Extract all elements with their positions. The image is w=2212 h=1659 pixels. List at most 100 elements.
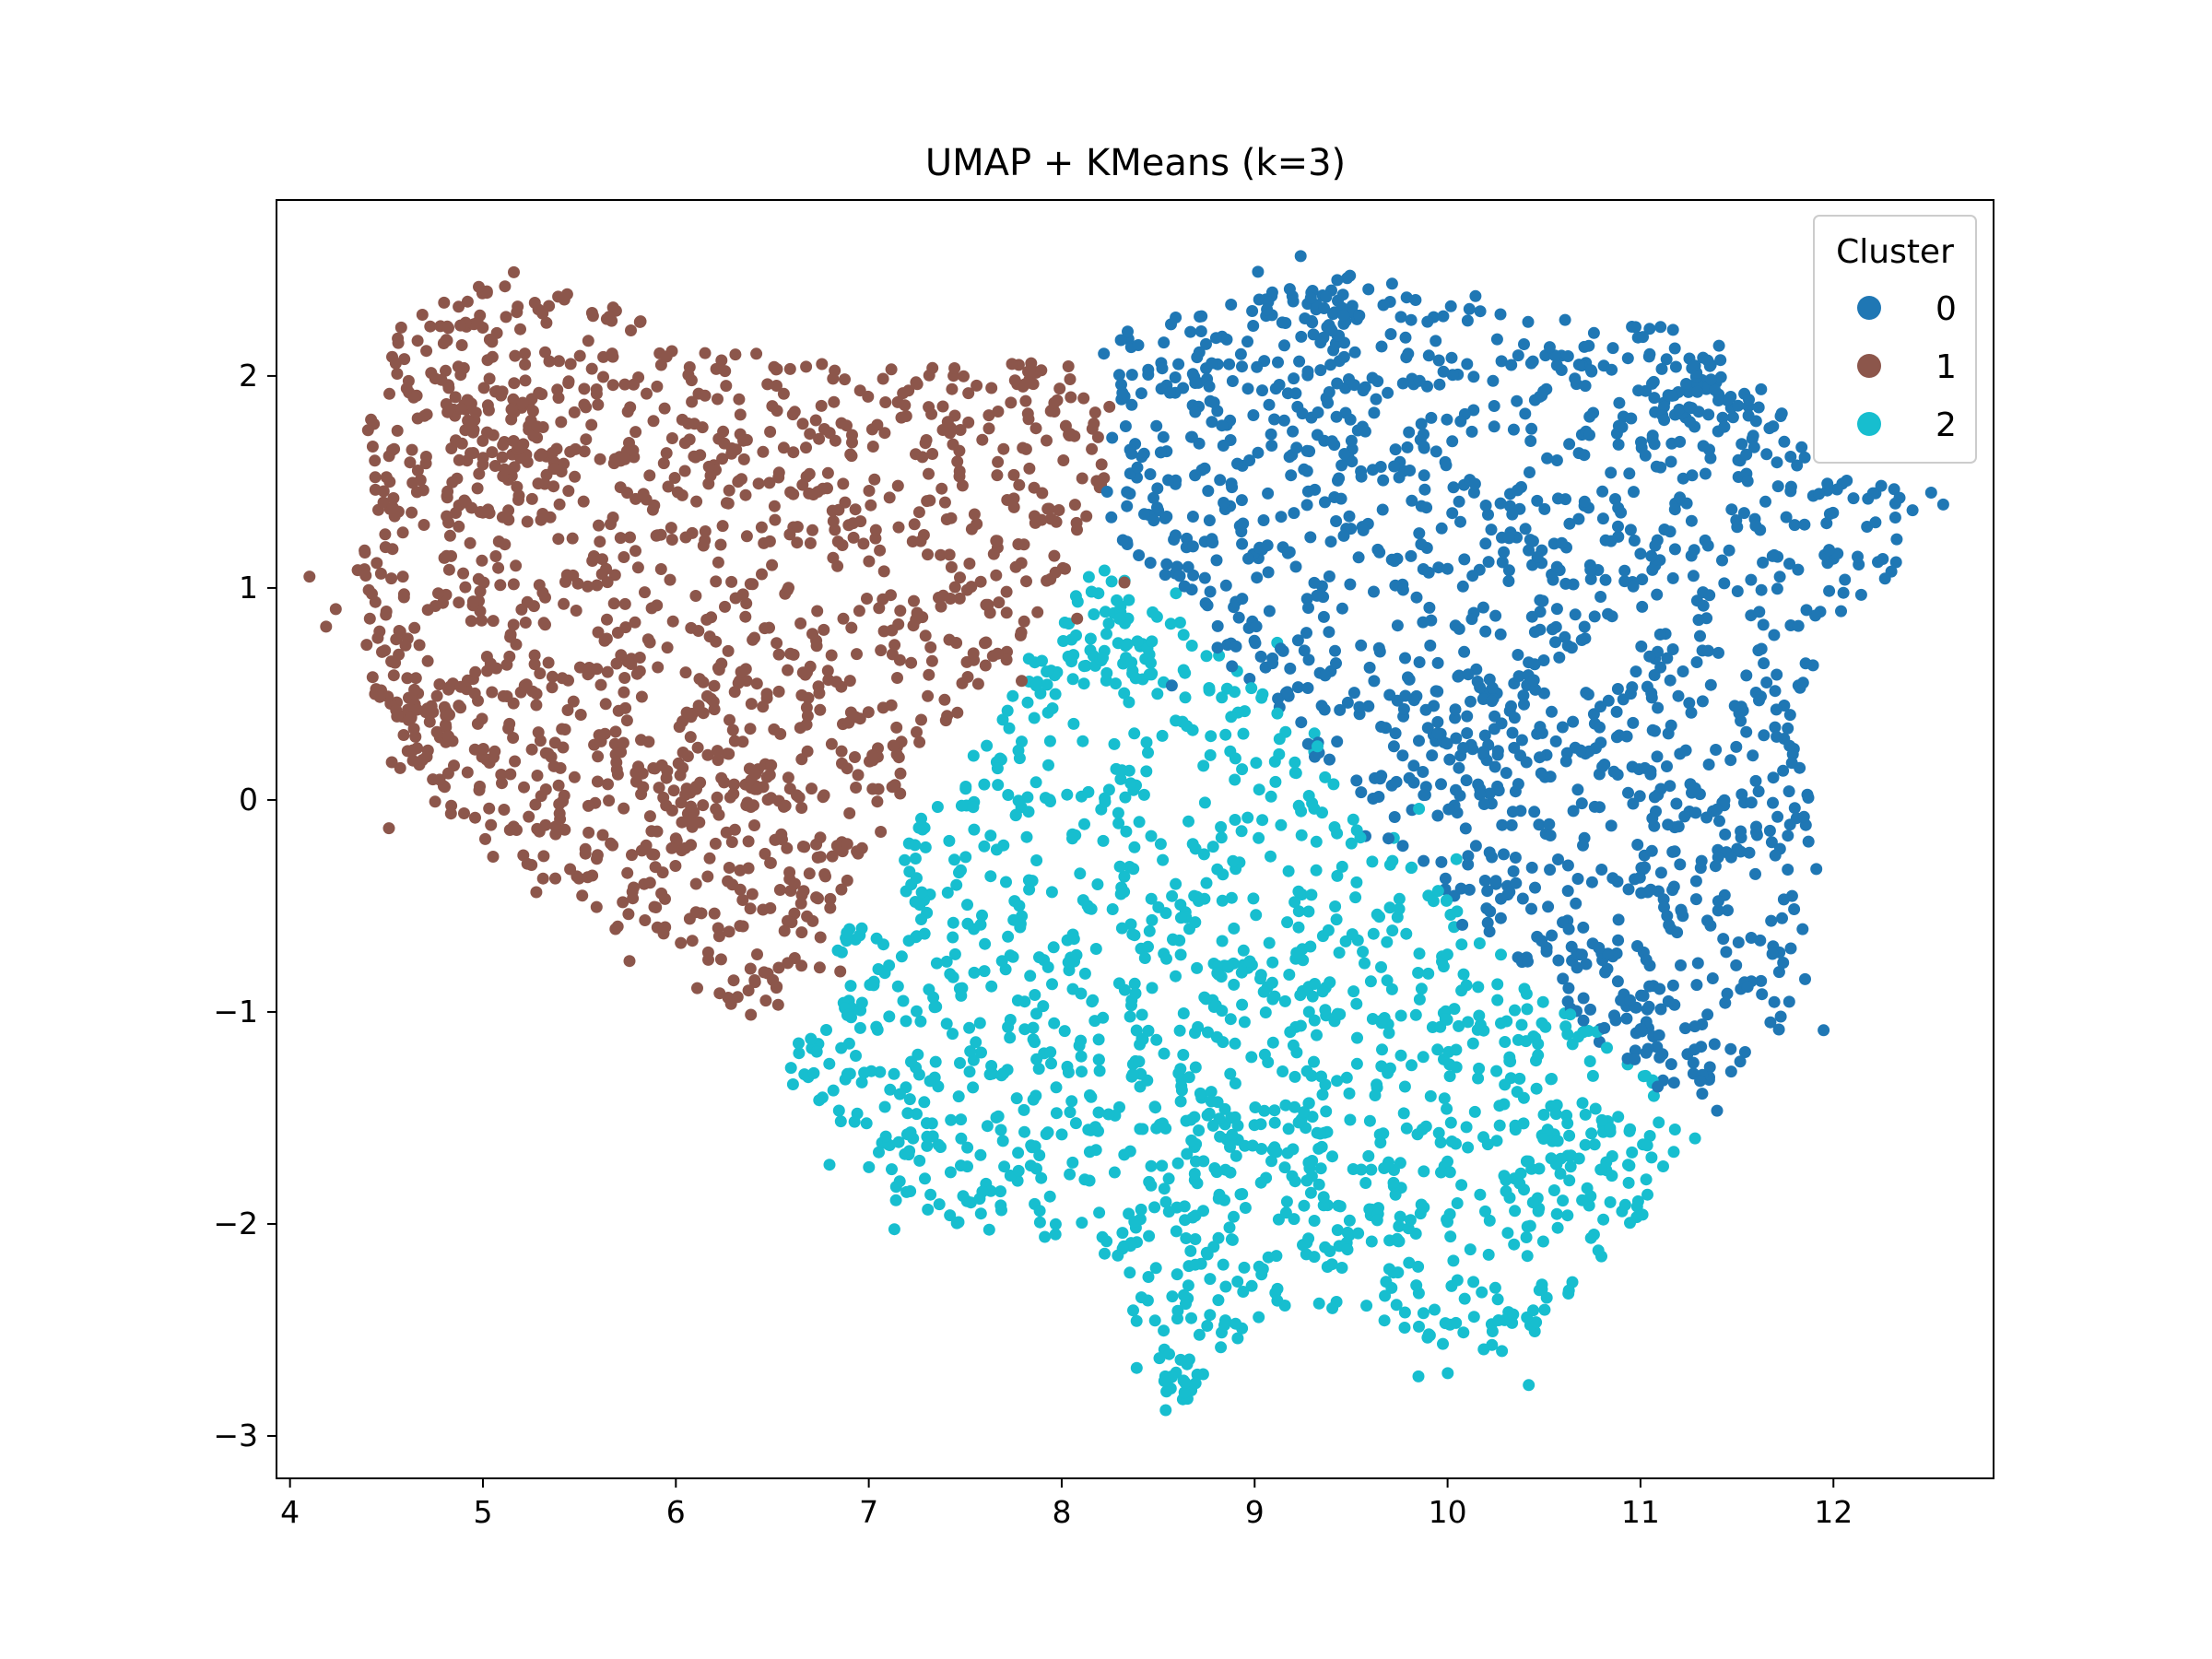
point-cluster-2 (1114, 600, 1127, 613)
point-cluster-0 (1287, 425, 1300, 438)
point-cluster-2 (1033, 951, 1045, 964)
point-cluster-2 (1394, 1049, 1407, 1062)
point-cluster-0 (1399, 652, 1411, 665)
point-cluster-2 (1217, 1258, 1230, 1271)
point-cluster-1 (552, 290, 565, 303)
point-cluster-2 (1564, 1160, 1577, 1173)
point-cluster-1 (408, 683, 421, 696)
point-cluster-1 (568, 771, 581, 783)
point-cluster-2 (1112, 806, 1124, 819)
point-cluster-2 (1441, 1367, 1454, 1380)
point-cluster-2 (1189, 916, 1202, 929)
point-cluster-2 (911, 1005, 923, 1018)
point-cluster-2 (1225, 891, 1238, 904)
point-cluster-1 (582, 799, 594, 812)
point-cluster-2 (1070, 629, 1082, 641)
point-cluster-2 (1561, 1117, 1574, 1130)
point-cluster-0 (1580, 958, 1593, 971)
point-cluster-0 (1211, 619, 1224, 632)
point-cluster-2 (1398, 1306, 1411, 1319)
point-cluster-1 (723, 862, 735, 874)
point-cluster-2 (1092, 1053, 1105, 1066)
point-cluster-1 (759, 622, 771, 635)
point-cluster-1 (454, 680, 467, 693)
point-cluster-0 (1410, 591, 1423, 604)
point-cluster-2 (1010, 1092, 1023, 1105)
plot-frame (276, 199, 1994, 1479)
point-cluster-2 (1228, 922, 1241, 935)
point-cluster-0 (1311, 589, 1324, 602)
point-cluster-0 (1353, 309, 1366, 322)
point-cluster-2 (1373, 1128, 1386, 1141)
point-cluster-1 (853, 384, 866, 397)
point-cluster-2 (1350, 1057, 1363, 1070)
point-cluster-2 (1431, 885, 1444, 898)
point-cluster-0 (1847, 492, 1860, 505)
point-cluster-0 (1437, 365, 1450, 378)
point-cluster-0 (1583, 410, 1596, 423)
point-cluster-2 (1266, 956, 1279, 969)
point-cluster-1 (797, 885, 810, 898)
point-cluster-0 (1447, 481, 1460, 494)
point-cluster-1 (715, 771, 728, 784)
point-cluster-0 (1651, 588, 1664, 601)
point-cluster-0 (1133, 549, 1146, 561)
point-cluster-1 (888, 639, 901, 652)
point-cluster-2 (915, 913, 927, 925)
point-cluster-2 (883, 959, 896, 971)
point-cluster-1 (441, 549, 453, 562)
chart-title: UMAP + KMeans (k=3) (925, 142, 1346, 184)
point-cluster-1 (591, 853, 603, 865)
point-cluster-0 (1622, 883, 1635, 896)
point-cluster-1 (694, 776, 707, 789)
point-cluster-1 (779, 799, 792, 812)
point-cluster-1 (465, 615, 477, 628)
point-cluster-0 (1611, 975, 1624, 988)
point-cluster-1 (1062, 360, 1075, 372)
point-cluster-1 (816, 358, 829, 371)
point-cluster-1 (462, 414, 475, 427)
point-cluster-0 (1644, 768, 1657, 781)
point-cluster-1 (655, 887, 668, 900)
point-cluster-1 (408, 621, 421, 634)
point-cluster-1 (685, 839, 698, 852)
point-cluster-0 (1646, 724, 1659, 736)
point-cluster-1 (868, 473, 881, 486)
point-cluster-2 (1604, 1122, 1617, 1135)
point-cluster-1 (764, 901, 777, 914)
point-cluster-1 (1071, 524, 1083, 536)
point-cluster-2 (1135, 1203, 1147, 1216)
point-cluster-1 (724, 713, 735, 726)
point-cluster-1 (1035, 364, 1048, 377)
point-cluster-0 (1711, 1104, 1724, 1117)
point-cluster-2 (1028, 712, 1041, 724)
point-cluster-1 (912, 506, 925, 519)
point-cluster-0 (1263, 398, 1276, 411)
point-cluster-0 (1544, 864, 1557, 877)
point-cluster-1 (1018, 615, 1030, 628)
point-cluster-0 (1100, 486, 1113, 498)
point-cluster-0 (1612, 438, 1625, 451)
point-cluster-2 (1576, 1194, 1589, 1206)
point-cluster-0 (1437, 310, 1450, 323)
point-cluster-2 (1369, 1089, 1382, 1101)
point-cluster-1 (618, 597, 631, 610)
point-cluster-0 (1415, 418, 1428, 430)
point-cluster-0 (1685, 514, 1698, 527)
point-cluster-0 (1243, 454, 1256, 466)
point-cluster-1 (573, 349, 586, 362)
point-cluster-0 (1656, 1048, 1669, 1061)
point-cluster-2 (1326, 1150, 1338, 1163)
point-cluster-2 (1204, 748, 1217, 761)
point-cluster-2 (914, 1015, 927, 1028)
point-cluster-0 (1798, 451, 1811, 464)
point-cluster-0 (1296, 407, 1309, 420)
point-cluster-1 (507, 697, 520, 710)
point-cluster-1 (509, 755, 522, 768)
point-cluster-0 (1796, 923, 1809, 935)
point-cluster-1 (643, 810, 656, 823)
point-cluster-0 (1449, 703, 1462, 716)
point-cluster-1 (366, 671, 379, 684)
point-cluster-2 (1256, 814, 1269, 827)
point-cluster-2 (1228, 1210, 1240, 1223)
